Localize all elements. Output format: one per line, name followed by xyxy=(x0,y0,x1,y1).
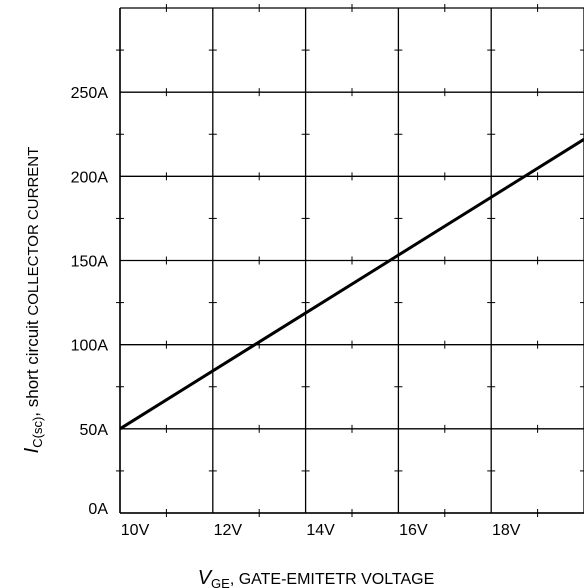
y-tick-label: 100A xyxy=(71,338,109,355)
x-tick-labels: 10V 12V 14V 16V 18V xyxy=(121,522,521,539)
x-axis-symbol: V xyxy=(198,567,213,588)
series-line xyxy=(119,138,584,431)
x-tick-label: 14V xyxy=(306,522,335,539)
x-tick-label: 10V xyxy=(121,522,150,539)
y-tick-label: 250A xyxy=(71,85,109,102)
y-axis-label: IC(sc), short circuit COLLECTOR CURRENT xyxy=(21,147,45,454)
x-axis-subscript: GE xyxy=(211,576,230,588)
y-axis-subscript: C(sc) xyxy=(30,417,45,448)
y-tick-label: 150A xyxy=(71,254,109,271)
series-layer xyxy=(119,138,584,431)
gridlines xyxy=(119,7,584,514)
y-tick-label: 200A xyxy=(71,169,109,186)
y-axis-symbol: I xyxy=(21,447,43,453)
y-tick-labels: 0A 50A 100A 150A 200A 250A xyxy=(71,85,109,518)
y-axis-text-upper: COLLECTOR CURRENT xyxy=(25,147,42,316)
plot-frame xyxy=(119,8,584,514)
y-tick-label: 50A xyxy=(80,422,109,439)
x-tick-label: 12V xyxy=(214,522,243,539)
y-tick-label: 0A xyxy=(88,501,108,518)
x-axis-label: VGE, GATE-EMITETR VOLTAGE xyxy=(198,567,435,588)
x-tick-label: 16V xyxy=(399,522,428,539)
x-axis-text: , GATE-EMITETR VOLTAGE xyxy=(230,571,434,588)
y-axis-text-lower: , short circuit xyxy=(23,316,42,417)
x-tick-label: 18V xyxy=(492,522,521,539)
